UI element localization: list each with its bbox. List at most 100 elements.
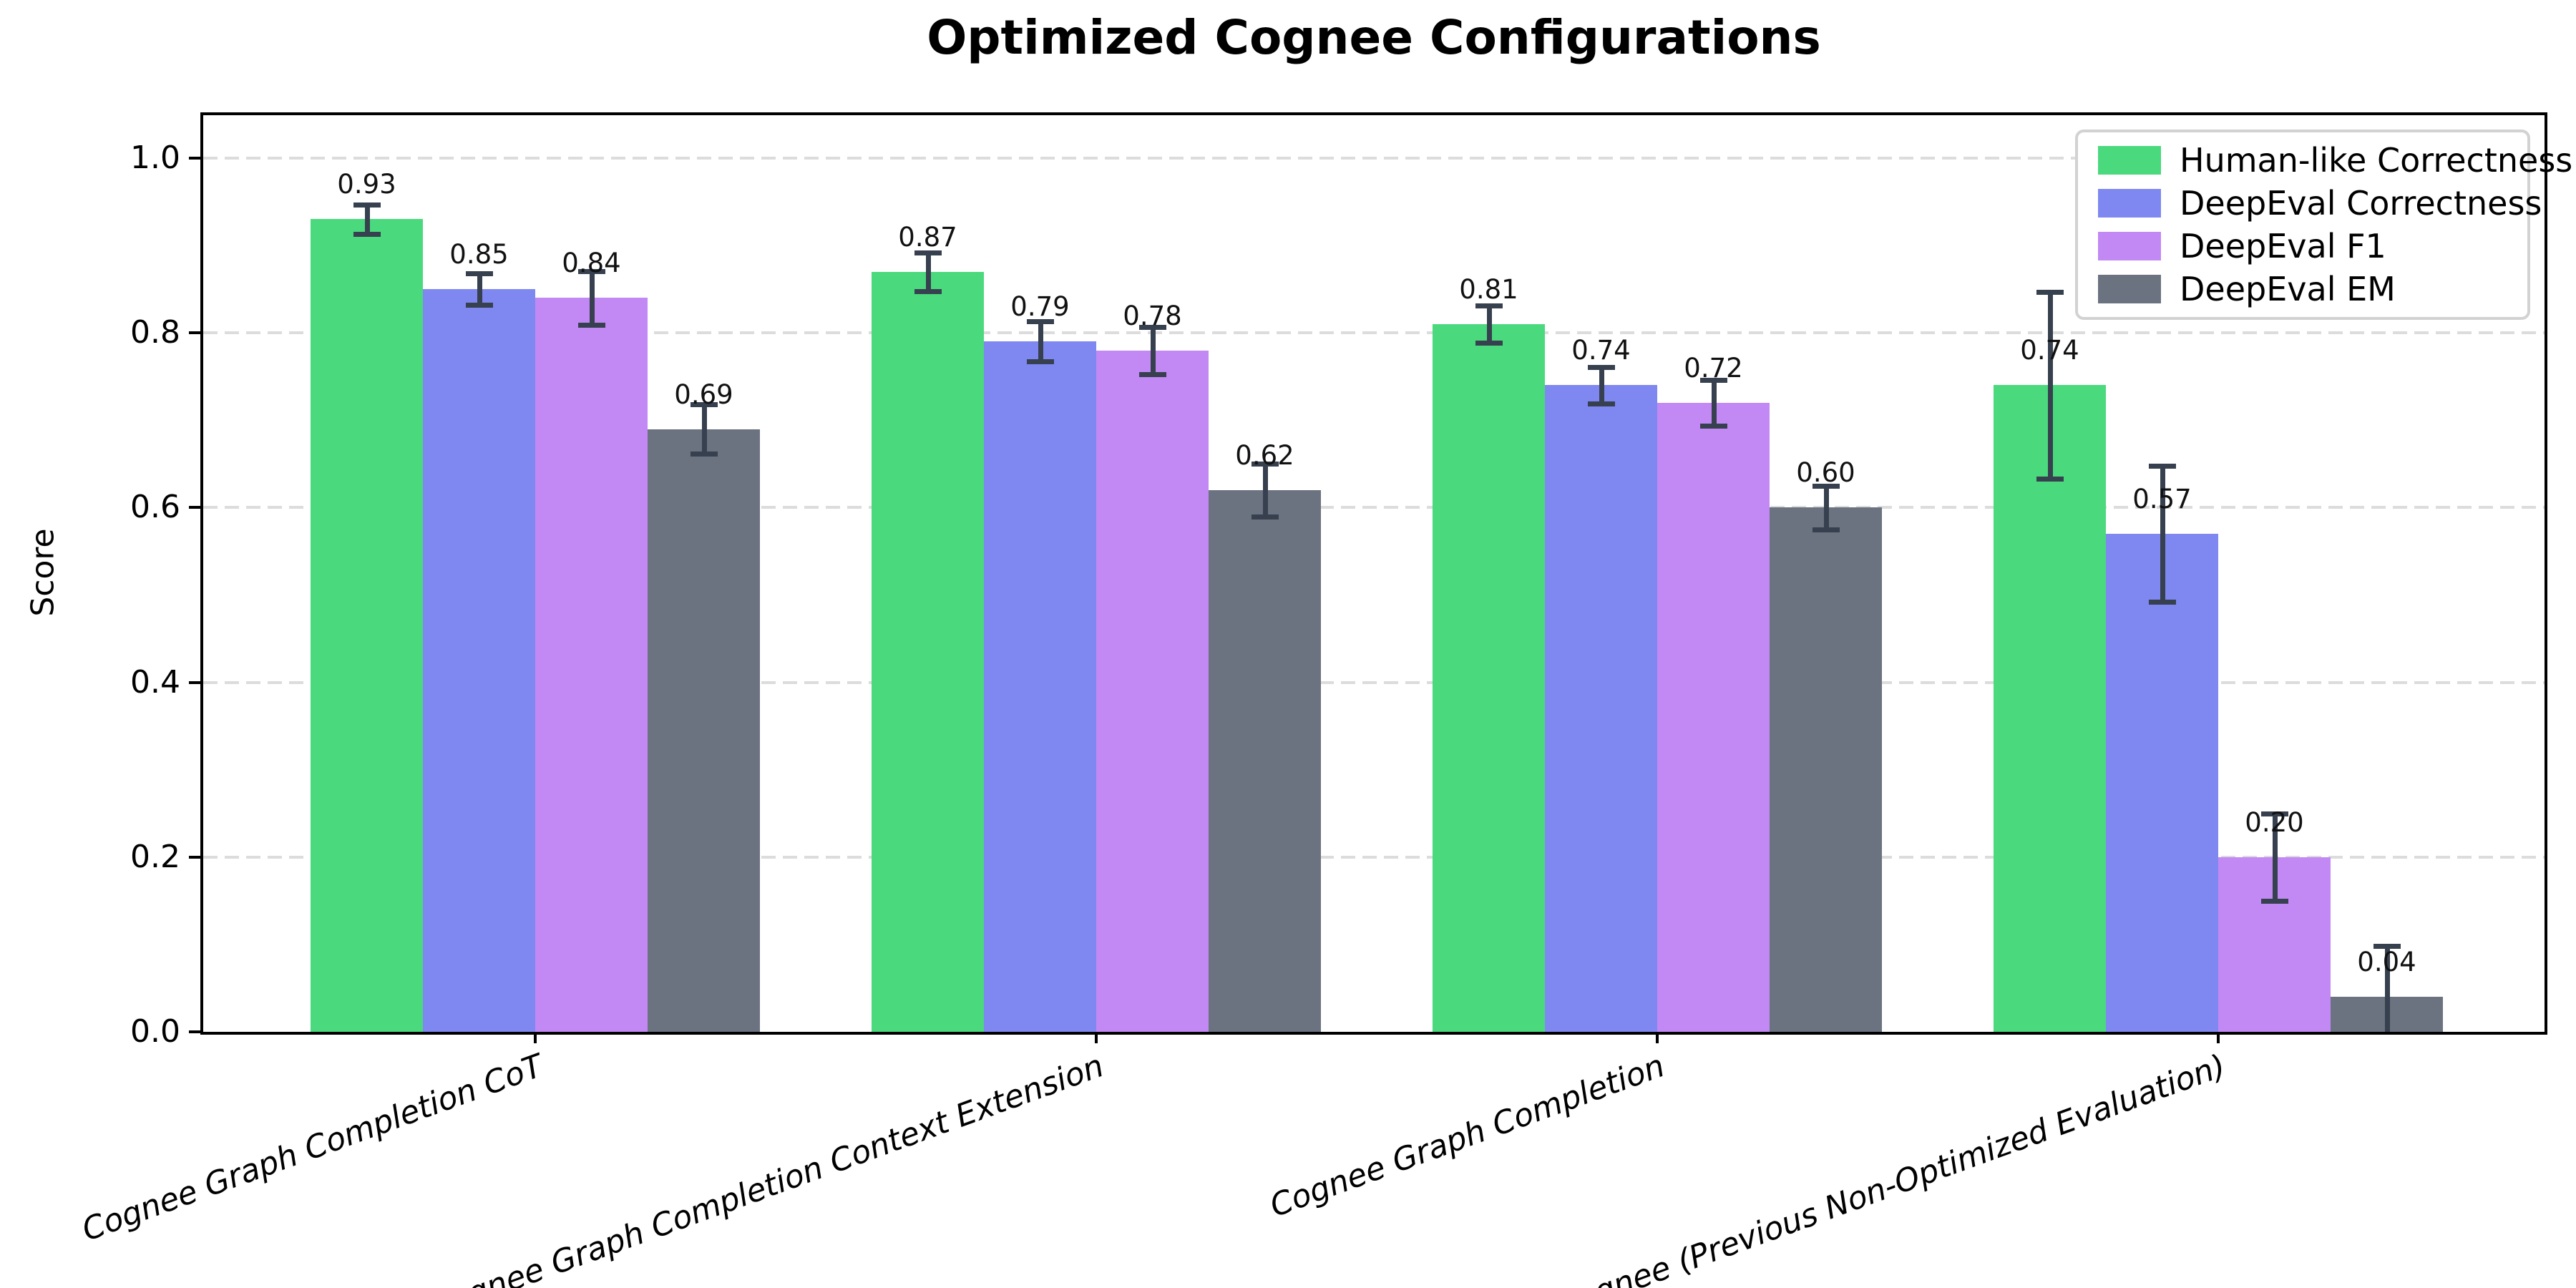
error-bar-cap-top <box>465 271 493 277</box>
error-bar-cap-top <box>1587 364 1615 370</box>
x-tick-mark <box>1095 1032 1098 1043</box>
legend-label: Human-like Correctness <box>2180 141 2573 180</box>
legend-item: DeepEval Correctness <box>2098 184 2542 223</box>
error-bar-line <box>1150 326 1156 374</box>
error-bar-line <box>1486 306 1492 343</box>
legend-item: DeepEval EM <box>2098 270 2507 308</box>
bar-value-label: 0.62 <box>1235 439 1294 471</box>
bar <box>1096 350 1209 1032</box>
legend-label: DeepEval F1 <box>2180 227 2386 265</box>
y-tick-mark <box>189 506 200 509</box>
bar <box>1657 402 1770 1032</box>
error-bar-cap-bottom <box>353 232 381 238</box>
bar-value-label: 0.60 <box>1796 457 1855 489</box>
error-bar-line <box>1262 464 1268 517</box>
y-tick-label: 0.2 <box>130 838 180 875</box>
error-bar-cap-bottom <box>577 323 605 328</box>
error-bar-cap-top <box>1812 483 1840 489</box>
error-bar-cap-top <box>1699 378 1727 384</box>
x-tick-mark <box>534 1032 537 1043</box>
error-bar-line <box>364 204 370 235</box>
error-bar-cap-bottom <box>1587 401 1615 407</box>
error-bar-cap-bottom <box>2260 898 2288 904</box>
bar-value-label: 0.87 <box>898 221 957 253</box>
error-bar-line <box>2160 465 2165 602</box>
y-tick-label: 0.4 <box>130 663 180 701</box>
error-bar-cap-top <box>2260 811 2288 816</box>
error-bar-cap-bottom <box>1475 340 1503 346</box>
error-bar-cap-bottom <box>2036 477 2064 482</box>
error-bar-cap-bottom <box>1812 527 1840 532</box>
bar-value-label: 0.93 <box>337 169 396 200</box>
bar <box>1433 323 1545 1032</box>
bar <box>423 289 535 1032</box>
error-bar-line <box>1823 485 1829 530</box>
gridline <box>203 331 2545 335</box>
error-bar-cap-top <box>2373 944 2401 950</box>
error-bar-line <box>589 270 595 326</box>
error-bar-line <box>2047 291 2053 479</box>
bar-value-label: 0.84 <box>562 248 621 279</box>
legend-item: DeepEval F1 <box>2098 227 2507 265</box>
legend: Human-like Correctness DeepEval Correctne… <box>2075 130 2572 320</box>
x-tick-mark <box>1656 1032 1659 1043</box>
bar <box>311 219 423 1032</box>
gridline <box>203 680 2545 684</box>
error-bar-cap-bottom <box>1026 359 1054 365</box>
x-tick-mark <box>2217 1032 2220 1043</box>
error-bar-cap-top <box>914 250 942 255</box>
error-bar-line <box>925 252 931 291</box>
error-bar-line <box>701 404 707 454</box>
legend-swatch <box>2098 275 2161 303</box>
error-bar-cap-top <box>1475 303 1503 309</box>
plot-frame <box>200 112 2547 1035</box>
error-bar-line <box>1711 380 1717 426</box>
error-bar-cap-bottom <box>914 288 942 294</box>
error-bar-cap-top <box>1026 319 1054 325</box>
legend-label: DeepEval EM <box>2180 270 2396 308</box>
bar-value-label: 0.81 <box>1459 274 1518 305</box>
bar <box>1209 489 1321 1032</box>
bar-value-label: 0.85 <box>449 239 509 270</box>
error-bar-line <box>477 273 482 306</box>
y-axis-label: Score <box>24 528 62 617</box>
error-bar-line <box>1038 321 1043 362</box>
error-bar-line <box>1599 366 1604 404</box>
error-bar-cap-top <box>1138 324 1166 330</box>
error-bar-cap-bottom <box>1138 371 1166 377</box>
bar <box>1545 385 1657 1032</box>
error-bar-cap-top <box>690 402 718 408</box>
error-bar-line <box>2384 946 2390 1032</box>
y-tick-mark <box>189 1030 200 1033</box>
error-bar-cap-top <box>577 268 605 274</box>
error-bar-cap-top <box>2148 463 2176 469</box>
error-bar-cap-bottom <box>465 303 493 308</box>
bar-value-label: 0.69 <box>674 379 733 410</box>
error-bar-cap-bottom <box>690 451 718 457</box>
gridline <box>203 506 2545 509</box>
error-bar-cap-top <box>1251 462 1279 467</box>
bar-value-label: 0.20 <box>2245 806 2304 838</box>
y-tick-label: 1.0 <box>130 140 180 176</box>
legend-item: Human-like Correctness <box>2098 141 2572 180</box>
bar <box>984 341 1096 1032</box>
bar-value-label: 0.57 <box>2132 484 2192 515</box>
bar <box>535 298 648 1032</box>
chart-title: Optimized Cognee Configurations <box>927 10 1821 65</box>
legend-swatch <box>2098 189 2161 218</box>
gridline <box>203 157 2545 160</box>
bar <box>2106 534 2218 1032</box>
error-bar-line <box>2272 813 2278 901</box>
bar-value-label: 0.74 <box>2020 335 2079 366</box>
bar-value-label: 0.04 <box>2357 947 2416 978</box>
legend-swatch <box>2098 146 2161 175</box>
bar-value-label: 0.79 <box>1010 291 1070 323</box>
bar <box>648 429 760 1032</box>
error-bar-cap-top <box>353 202 381 208</box>
y-tick-label: 0.0 <box>130 1013 180 1050</box>
legend-label: DeepEval Correctness <box>2180 184 2542 223</box>
y-tick-label: 0.6 <box>130 489 180 526</box>
y-tick-mark <box>189 157 200 160</box>
y-tick-mark <box>189 855 200 859</box>
